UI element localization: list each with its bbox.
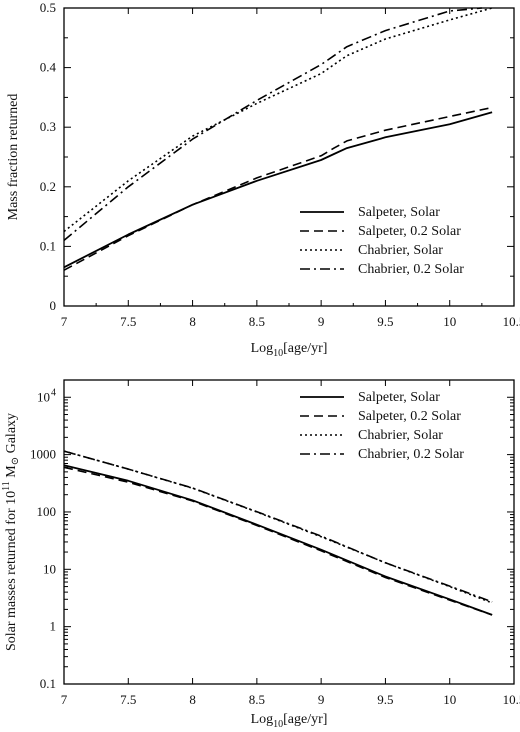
x-tick-label: 7: [61, 692, 68, 707]
x-axis-label: Log10[age/yr]: [251, 341, 328, 359]
legend-label: Chabrier, Solar: [358, 243, 443, 258]
y-tick-label: 10: [37, 389, 50, 404]
legend-label: Chabrier, 0.2 Solar: [358, 447, 464, 462]
x-tick-label: 7: [61, 314, 68, 329]
y-tick-label: 0.2: [40, 179, 56, 194]
y-tick-label: 100: [37, 504, 57, 519]
x-tick-label: 9.5: [377, 314, 393, 329]
y-tick-label: 0: [50, 298, 57, 313]
plot-frame: [63, 379, 515, 685]
series-lines: [63, 450, 493, 616]
x-tick-label: 9: [318, 692, 325, 707]
x-tick-label: 7.5: [120, 314, 136, 329]
y-tick-label: 1000: [30, 447, 56, 462]
legend-label: Salpeter, 0.2 Solar: [358, 409, 461, 424]
x-tick-label: 10: [443, 692, 456, 707]
y-axis-label: Mass fraction returned: [6, 94, 21, 221]
series-line-2: [63, 466, 493, 616]
legend: Salpeter, Solar Salpeter, 0.2 Solar Chabri…: [300, 205, 464, 277]
y-axis-label: Solar masses returned for 1011 M⊙ Galaxy: [1, 413, 21, 651]
x-tick-label: 10.5: [503, 692, 520, 707]
series-line-3: [63, 450, 493, 604]
x-tick-label: 9.5: [377, 692, 393, 707]
y-tick-label: 1: [50, 619, 57, 634]
legend: Salpeter, Solar Salpeter, 0.2 Solar Chabri…: [300, 390, 464, 462]
x-ticks: 7 7.5 8 8.5 9 9.5 10 10.5: [61, 8, 520, 329]
series-lines: [63, 7, 493, 271]
x-tick-label: 8.5: [249, 692, 265, 707]
x-ticks: 7 7.5 8 8.5 9 9.5 10 10.5: [61, 380, 520, 707]
series-line-3: [63, 7, 493, 233]
y-tick-label: 0.1: [40, 238, 56, 253]
y-tick-label: 10: [43, 561, 56, 576]
x-tick-label: 7.5: [120, 692, 136, 707]
x-axis-label: Log10[age/yr]: [251, 712, 328, 730]
x-tick-label: 10.5: [503, 314, 520, 329]
y-tick-label: 0.5: [40, 0, 56, 15]
series-line-4: [63, 7, 482, 242]
series-line-1: [63, 111, 493, 269]
y-tick-label: 0.1: [40, 676, 56, 691]
x-tick-label: 8.5: [249, 314, 265, 329]
legend-label: Salpeter, Solar: [358, 205, 440, 220]
x-tick-label: 8: [189, 314, 196, 329]
mass-fraction-panel: 7 7.5 8 8.5 9 9.5 10 10.5 0 0.1 0.2 0.3 0.4 0.5 Log1…: [6, 0, 520, 359]
y-tick-label-exponent: 4: [51, 387, 56, 398]
x-tick-label: 8: [189, 692, 196, 707]
legend-label: Salpeter, 0.2 Solar: [358, 224, 461, 239]
legend-label: Chabrier, Solar: [358, 428, 443, 443]
series-line-2: [63, 106, 493, 271]
x-tick-label: 10: [443, 314, 456, 329]
y-ticks: 0 0.1 0.2 0.3 0.4 0.5: [40, 0, 514, 313]
y-tick-label: 0.4: [40, 60, 57, 75]
y-tick-label: 0.3: [40, 119, 56, 134]
x-tick-label: 9: [318, 314, 325, 329]
legend-label: Salpeter, Solar: [358, 390, 440, 405]
legend-label: Chabrier, 0.2 Solar: [358, 262, 464, 277]
